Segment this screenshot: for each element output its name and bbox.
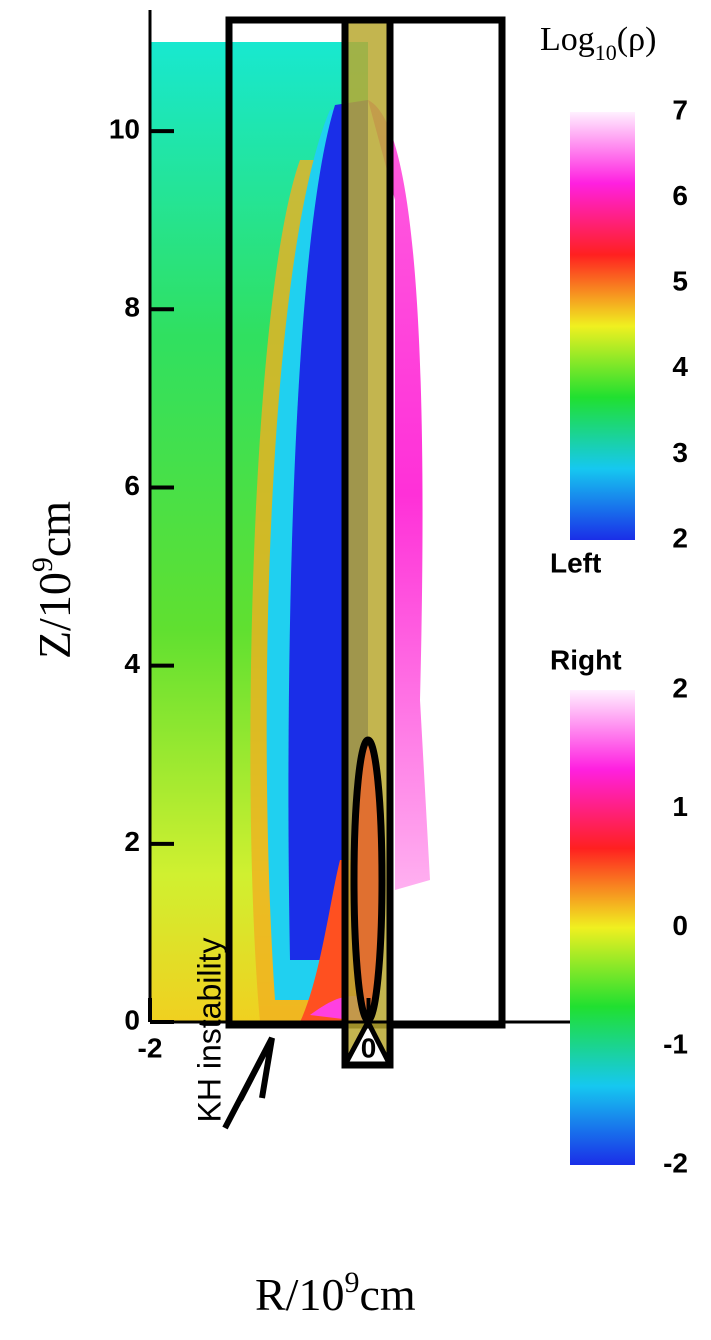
overlay [222, 16, 506, 1130]
colorbar-tick-label: 2 [672, 672, 688, 703]
colorbar-name: Left [550, 547, 601, 578]
colorbar-name: Right [550, 644, 622, 675]
colorbar-tick-label: 3 [672, 437, 688, 468]
y-tick-label: 6 [124, 470, 140, 501]
y-tick-label: 4 [124, 648, 140, 679]
colorbar-tick-label: 1 [672, 791, 688, 822]
x-tick-label: -2 [138, 1032, 163, 1063]
colorbar-tick-label: -2 [663, 1147, 688, 1178]
colorbar-tick-label: 2 [672, 522, 688, 553]
annotation: KH instability [191, 938, 227, 1123]
colorbar-tick-label: 7 [672, 94, 688, 125]
y-axis-label: Z/109cm [26, 501, 80, 659]
colorbar-tick-label: 5 [672, 266, 688, 297]
x-tick-label: 0 [361, 1032, 377, 1063]
x-axis-label: R/109cm [255, 1266, 416, 1320]
colorbar-tick-label: -1 [663, 1029, 688, 1060]
colorbar [570, 112, 635, 540]
y-tick-label: 2 [124, 826, 140, 857]
colorbar [570, 690, 635, 1165]
colorbar-tick-label: 4 [672, 351, 688, 382]
colorbar-title: Log10(ρ) [540, 21, 656, 65]
colorbar-tick-label: 6 [672, 180, 688, 211]
y-tick-label: 0 [124, 1004, 140, 1035]
colorbar-tick-label: 0 [672, 910, 688, 941]
y-tick-label: 8 [124, 292, 140, 323]
y-tick-label: 10 [109, 113, 140, 144]
